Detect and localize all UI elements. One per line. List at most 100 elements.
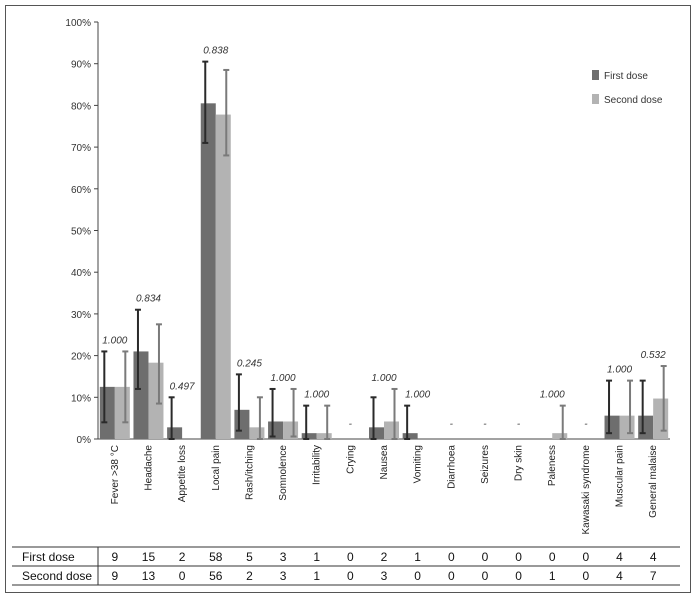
bar-second-dose	[114, 386, 130, 439]
table-cell: 3	[280, 569, 287, 583]
bar-second-dose	[384, 421, 399, 439]
y-axis-ticks: 0% 10% 20% 30% 40% 50% 60% 70% 80% 90% 100%	[65, 18, 98, 446]
y-tick-label: 20%	[71, 352, 91, 363]
bar-second-dose	[249, 427, 265, 439]
p-value-label: -	[584, 419, 588, 430]
table-cell: 3	[381, 569, 388, 583]
table-cell: 0	[482, 550, 489, 564]
y-tick-label: 0%	[77, 435, 92, 446]
p-value-label: 0.497	[170, 381, 195, 392]
legend-label: Second dose	[604, 95, 663, 106]
category-label: Somnolence	[278, 445, 289, 501]
table-cell: 5	[246, 550, 253, 564]
p-value-label: 1.000	[540, 390, 565, 401]
p-value-label: 1.000	[607, 365, 632, 376]
p-value-label: -	[349, 419, 353, 430]
category-label: Crying	[345, 445, 356, 474]
y-tick-label: 90%	[71, 60, 91, 71]
bar-second-dose	[552, 433, 568, 439]
table-cell: 56	[209, 569, 223, 583]
table-cell: 0	[448, 550, 455, 564]
category-label: Irritability	[312, 445, 323, 485]
bar-second-dose	[148, 362, 164, 439]
bar-first-dose	[99, 386, 115, 439]
table-cell: 0	[448, 569, 455, 583]
p-value-label: 1.000	[405, 390, 430, 401]
table-cell: 7	[650, 569, 657, 583]
table-cell: 13	[142, 569, 156, 583]
legend-swatch	[592, 70, 599, 80]
table-row-label: Second dose	[22, 569, 92, 583]
category-label: Vomiting	[413, 445, 424, 483]
bar-first-dose	[200, 103, 216, 439]
table-cell: 9	[111, 569, 118, 583]
count-table: First dose 9 15 2 58 5 3 1 0 2 1 0 0 0 0 0 4 4 Second dose…	[12, 546, 680, 586]
bar-first-dose	[301, 433, 317, 439]
p-value-label: -	[450, 419, 454, 430]
category-label: Fever >38 °C	[110, 445, 121, 504]
table-cell: 2	[179, 550, 186, 564]
legend: First dose Second dose	[592, 70, 663, 106]
table-cell: 0	[515, 550, 522, 564]
bar-first-dose	[234, 409, 250, 439]
y-tick-label: 40%	[71, 268, 91, 279]
bar-second-dose	[215, 114, 231, 439]
table-cell: 1	[414, 550, 421, 564]
category-label: Dry skin	[514, 445, 525, 481]
p-value-label: 1.000	[271, 373, 296, 384]
table-cell: 4	[650, 550, 657, 564]
bar-first-dose	[604, 415, 620, 439]
category-label: Muscular pain	[615, 445, 626, 507]
table-cell: 4	[616, 550, 623, 564]
bar-first-dose	[638, 415, 654, 439]
p-value-label: 0.834	[136, 294, 161, 305]
category-label: Nausea	[379, 445, 390, 480]
category-label: General malaise	[648, 445, 659, 518]
category-label: Diarrhoea	[446, 445, 457, 489]
category-label: Rash/itching	[244, 445, 255, 500]
table-row-label: First dose	[22, 550, 75, 564]
table-cell: 2	[381, 550, 388, 564]
table-cell: 0	[583, 550, 590, 564]
bar-first-dose	[167, 427, 183, 439]
error-bars	[101, 60, 667, 440]
p-value-label: 1.000	[102, 335, 127, 346]
bar-first-dose	[133, 351, 149, 439]
category-label: Paleness	[547, 445, 558, 486]
legend-label: First dose	[604, 71, 648, 82]
table-cell: 1	[313, 550, 320, 564]
table-cell: 4	[616, 569, 623, 583]
bar-second-dose	[619, 415, 635, 439]
bar-first-dose	[369, 427, 384, 439]
p-value-label: -	[483, 419, 487, 430]
p-value-label: 0.245	[237, 358, 262, 369]
table-cell: 3	[280, 550, 287, 564]
y-tick-label: 80%	[71, 101, 91, 112]
table-cell: 0	[179, 569, 186, 583]
table-cell: 0	[515, 569, 522, 583]
category-label: Kawasaki syndrome	[581, 445, 592, 535]
y-tick-label: 100%	[65, 18, 91, 29]
y-tick-label: 10%	[71, 393, 91, 404]
table-cell: 9	[111, 550, 118, 564]
table-cell: 1	[313, 569, 320, 583]
category-label: Seizures	[480, 445, 491, 484]
category-labels: Fever >38 °C Headache Appetite loss Local p…	[110, 445, 659, 535]
y-tick-label: 50%	[71, 227, 91, 238]
bar-second-dose	[653, 398, 669, 439]
table-cell: 0	[347, 550, 354, 564]
legend-swatch	[592, 94, 599, 104]
y-tick-label: 60%	[71, 185, 91, 196]
table-cell: 0	[583, 569, 590, 583]
category-label: Local pain	[211, 445, 222, 491]
table-cell: 0	[482, 569, 489, 583]
figure-frame	[5, 5, 691, 593]
category-label: Headache	[143, 445, 154, 491]
p-value-label: 1.000	[371, 373, 396, 384]
bar-first-dose	[402, 433, 418, 439]
bar-second-dose	[316, 433, 332, 439]
category-label: Appetite loss	[177, 445, 188, 502]
table-cell: 58	[209, 550, 223, 564]
table-cell: 15	[142, 550, 156, 564]
